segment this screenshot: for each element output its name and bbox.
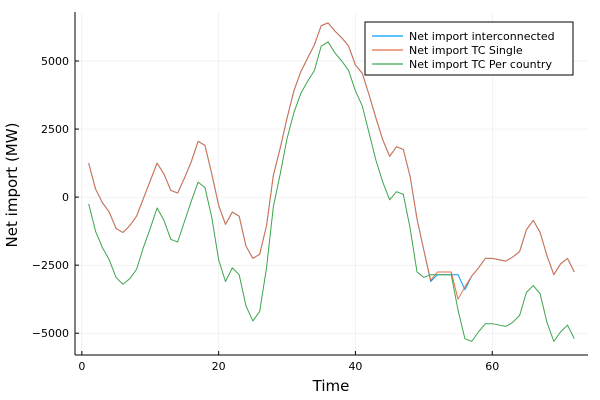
y-tick-label: 0 <box>62 191 69 204</box>
x-tick-label: 40 <box>348 360 362 373</box>
x-tick-label: 60 <box>485 360 499 373</box>
x-tick-label: 0 <box>78 360 85 373</box>
series-line-2 <box>88 22 575 300</box>
legend-label-2: Net import TC Single <box>409 44 523 57</box>
legend-label-1: Net import interconnected <box>409 30 555 43</box>
tick-labels: 0 20 40 60 −5000 −2500 0 2500 5000 <box>32 55 499 373</box>
y-tick-label: −5000 <box>32 327 69 340</box>
y-tick-label: 5000 <box>41 55 69 68</box>
legend-label-3: Net import TC Per country <box>409 58 552 71</box>
series-line-3 <box>88 41 575 342</box>
axes <box>74 12 588 356</box>
y-axis-title: Net import (MW) <box>3 123 21 248</box>
legend-box <box>364 21 574 76</box>
y-tick-label: 2500 <box>41 123 69 136</box>
x-tick-label: 20 <box>212 360 226 373</box>
series-layer <box>88 22 575 342</box>
y-tick-label: −2500 <box>32 259 69 272</box>
x-axis-title: Time <box>312 377 350 395</box>
